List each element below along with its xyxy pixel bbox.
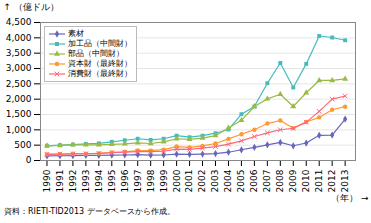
svg-text:1995: 1995 [107, 170, 117, 193]
svg-text:1993: 1993 [81, 170, 91, 193]
svg-text:2011: 2011 [314, 170, 324, 193]
svg-text:3,000: 3,000 [6, 63, 32, 73]
html-text:加工品（中間財）: 加工品（中間財） [68, 39, 132, 48]
svg-text:1996: 1996 [120, 169, 130, 192]
svg-text:2004: 2004 [223, 169, 233, 192]
html-text:資本財（最終財）: 資本財（最終財） [68, 59, 132, 68]
svg-text:↑ （億ドル）: ↑ （億ドル） [4, 2, 59, 12]
svg-text:0: 0 [26, 155, 32, 165]
svg-text:500: 500 [14, 140, 31, 150]
svg-text:1990: 1990 [42, 169, 52, 192]
svg-text:3,500: 3,500 [6, 48, 32, 58]
svg-text:1994: 1994 [94, 169, 104, 192]
svg-text:2010: 2010 [301, 169, 311, 192]
svg-text:4,000: 4,000 [6, 33, 32, 43]
svg-text:1,000: 1,000 [6, 125, 32, 135]
svg-text:1992: 1992 [68, 170, 78, 193]
svg-text:2007: 2007 [262, 170, 272, 193]
svg-text:1991: 1991 [55, 170, 65, 193]
svg-text:2006: 2006 [249, 169, 259, 192]
svg-text:2003: 2003 [210, 170, 220, 193]
svg-text:2009: 2009 [288, 169, 298, 192]
svg-text:4,500: 4,500 [6, 17, 32, 27]
html-text:素材: 素材 [68, 29, 84, 38]
svg-text:2,500: 2,500 [6, 79, 32, 89]
svg-text:2008: 2008 [275, 169, 285, 192]
svg-text:2001: 2001 [184, 170, 194, 193]
svg-text:1999: 1999 [159, 169, 169, 192]
svg-text:2000: 2000 [171, 169, 181, 192]
svg-text:2013: 2013 [340, 170, 350, 193]
html-text:部品（中間財）: 部品（中間財） [68, 49, 124, 58]
html-text:資料：RIETI-TID2013 データベースから作成。: 資料：RIETI-TID2013 データベースから作成。 [4, 207, 175, 216]
html-text:消費財（最終財）: 消費財（最終財） [68, 69, 132, 78]
svg-text:1997: 1997 [133, 170, 143, 193]
svg-text:2005: 2005 [236, 170, 246, 193]
svg-text:2,000: 2,000 [6, 94, 32, 104]
svg-text:1,500: 1,500 [6, 109, 32, 119]
svg-text:2012: 2012 [327, 170, 337, 193]
svg-text:1998: 1998 [146, 169, 156, 192]
svg-text:（年） →: （年） → [331, 193, 369, 203]
svg-text:2002: 2002 [197, 170, 207, 193]
